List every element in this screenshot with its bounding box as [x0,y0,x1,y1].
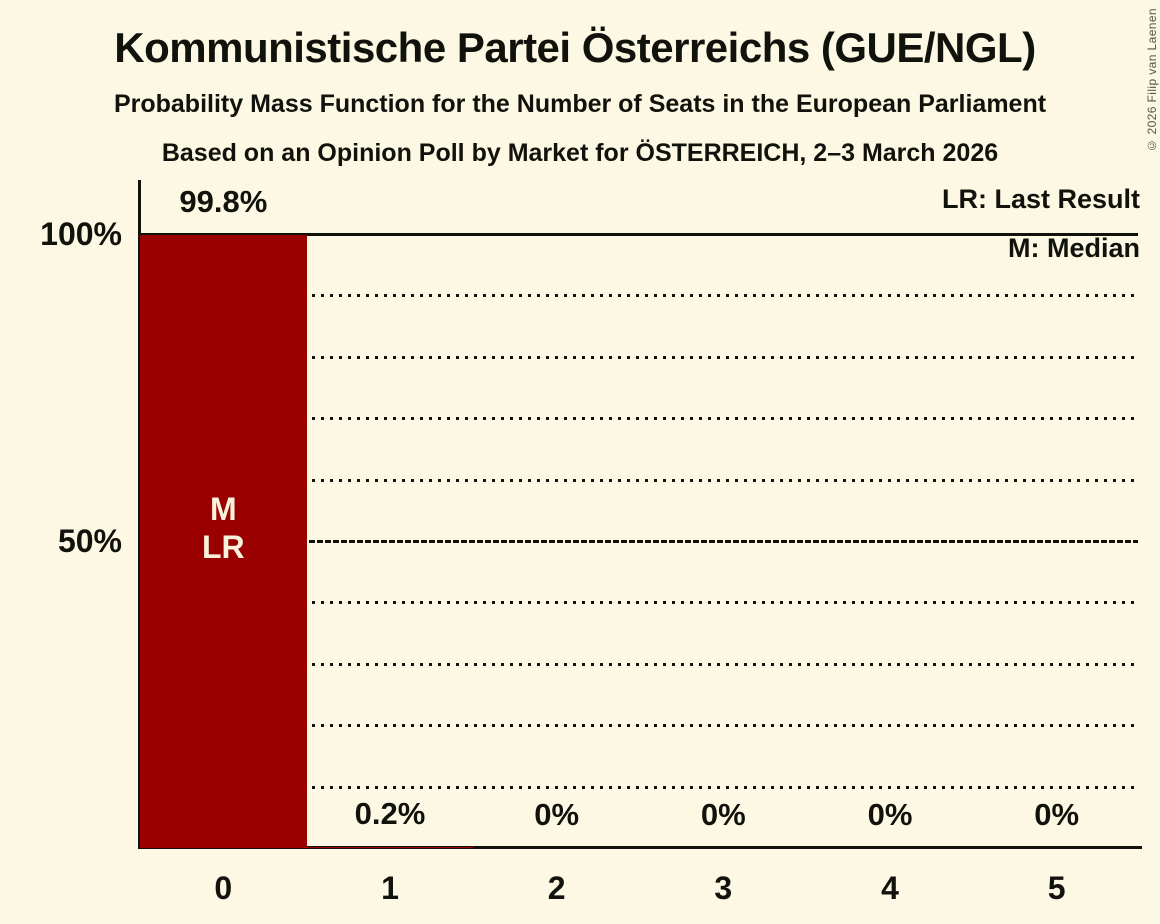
bar-value-label: 0.2% [354,795,426,831]
gridline-dotted [141,785,1138,789]
x-tick-label: 5 [1047,870,1066,906]
y-tick-label: 50% [57,523,122,559]
bar-value-label: 0% [1034,797,1080,832]
gridline-dotted [141,662,1138,666]
legend-median: M: Median [1008,233,1140,263]
bar-value-label: 0% [867,797,913,832]
chart-source-subtitle: Based on an Opinion Poll by Market for Ö… [161,139,999,167]
x-tick-label: 0 [214,870,233,906]
gridline-dotted [141,355,1138,359]
chart-subtitle: Probability Mass Function for the Number… [113,90,1047,118]
gridline-major [141,540,1138,543]
gridline-major [141,233,1138,236]
page-title: Kommunistische Partei Österreichs (GUE/N… [114,24,1036,71]
legend-last-result: LR: Last Result [941,184,1140,214]
gridline-dotted [141,724,1138,728]
bar [140,235,307,848]
x-tick-label: 4 [881,870,899,906]
gridline-dotted [141,478,1138,482]
gridline-dotted [141,294,1138,298]
bar-annotation-line: M [210,490,237,527]
gridline-dotted [141,417,1138,421]
y-tick-label: 100% [40,216,122,252]
x-tick-label: 2 [547,870,566,906]
gridline-dotted [141,601,1138,605]
x-axis-line [138,846,1142,849]
bar-median-last-result-annotation: M LR [140,490,307,566]
bar-value-label: 99.8% [179,184,268,220]
y-axis-line [138,180,141,849]
bar-annotation-line: LR [202,528,245,565]
bar [306,846,474,848]
x-tick-label: 3 [714,870,733,906]
bar-value-label: 0% [534,797,580,832]
x-tick-label: 1 [381,870,399,906]
bar-value-label: 0% [700,797,746,832]
